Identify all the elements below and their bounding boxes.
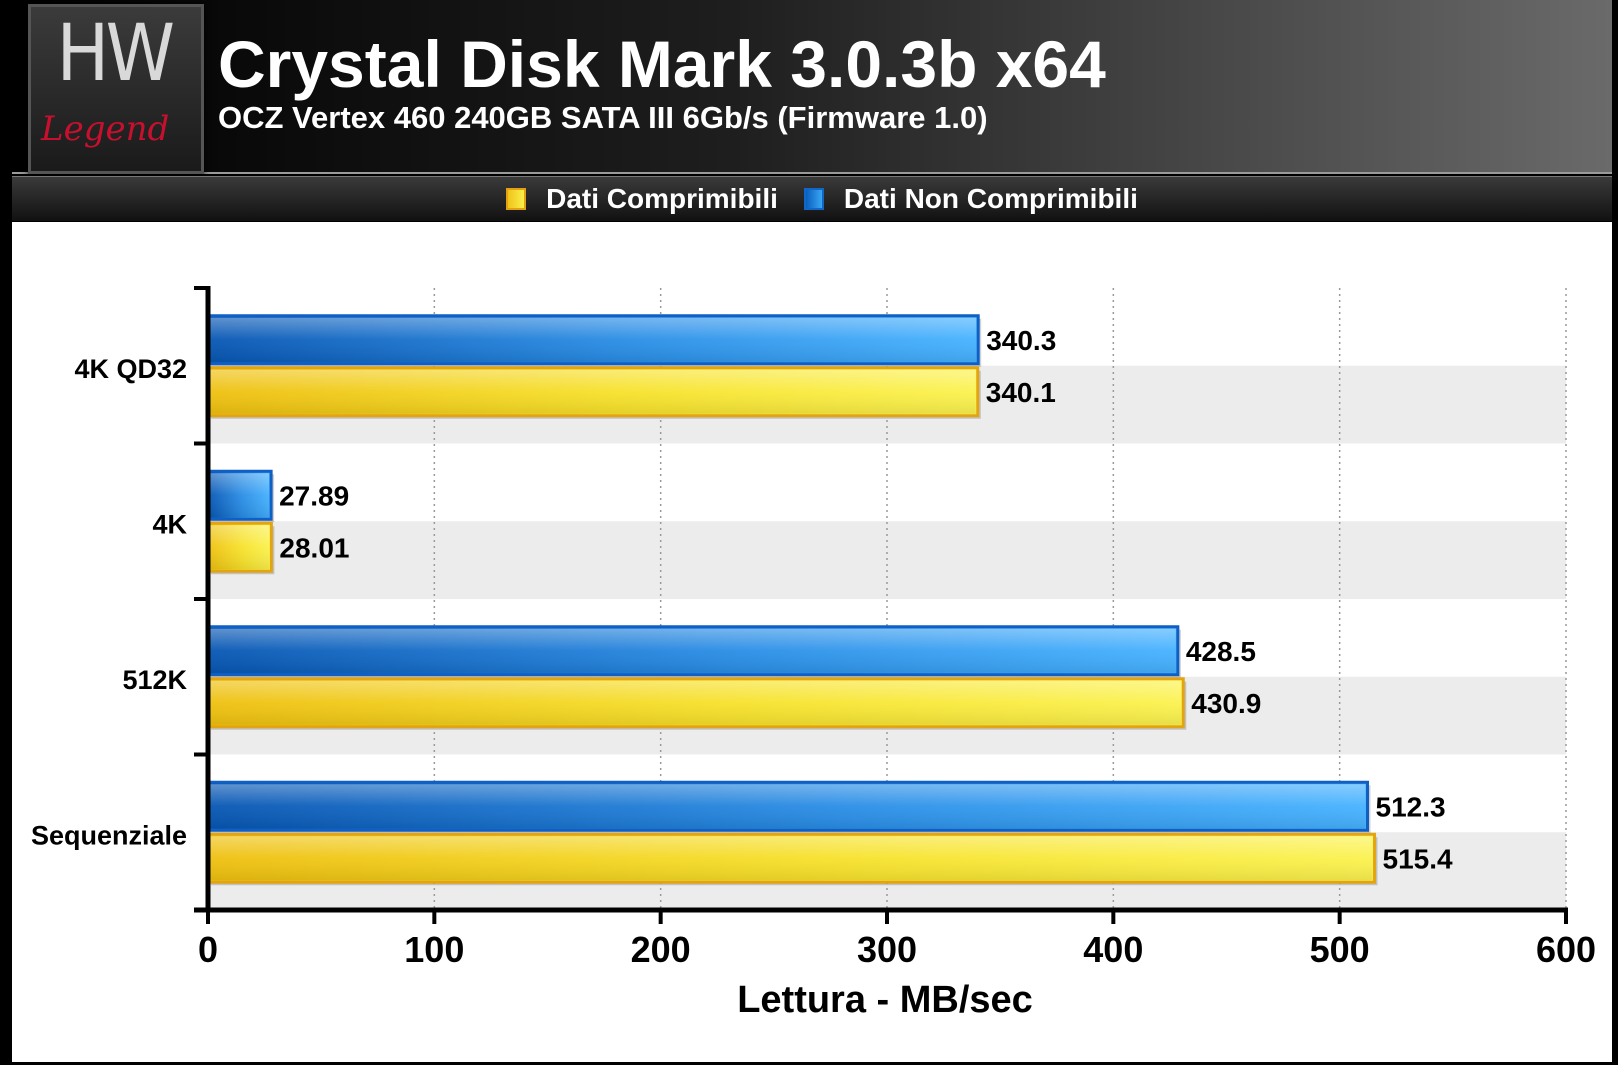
bar-highlight xyxy=(210,836,1373,881)
x-tick-label: 500 xyxy=(1310,929,1370,970)
x-tick-label: 0 xyxy=(198,929,218,970)
chart-title: Crystal Disk Mark 3.0.3b x64 xyxy=(218,27,1106,101)
x-tick-label: 600 xyxy=(1536,929,1596,970)
logo-legend-text: Legend xyxy=(41,109,170,149)
bar-value-label: 430.9 xyxy=(1191,688,1261,719)
x-tick-label: 400 xyxy=(1083,929,1143,970)
bar-highlight xyxy=(210,473,270,518)
y-category-label: 512K xyxy=(122,665,187,695)
bar-value-label: 340.3 xyxy=(986,325,1056,356)
y-category-label: Sequenziale xyxy=(31,820,187,850)
plot-band xyxy=(208,443,1566,522)
x-tick-label: 300 xyxy=(857,929,917,970)
bar-value-label: 27.89 xyxy=(279,480,349,511)
bar-value-label: 512.3 xyxy=(1376,791,1446,822)
bar-value-label: 515.4 xyxy=(1383,843,1453,874)
bar-value-label: 28.01 xyxy=(279,532,349,563)
plot-band xyxy=(208,521,1566,599)
bar-highlight xyxy=(210,317,977,362)
y-category-label: 4K QD32 xyxy=(74,354,187,384)
legend-item-incompressible: Dati Non Comprimibili xyxy=(803,183,1138,215)
legend-label-incompressible: Dati Non Comprimibili xyxy=(843,183,1138,214)
bar-highlight xyxy=(210,369,976,414)
bar-highlight xyxy=(210,680,1182,725)
legend-label-compressible: Dati Comprimibili xyxy=(546,183,778,214)
x-tick-label: 200 xyxy=(631,929,691,970)
chart-subtitle: OCZ Vertex 460 240GB SATA III 6Gb/s (Fir… xyxy=(218,100,988,135)
legend-item-compressible: Dati Comprimibili xyxy=(506,183,778,215)
legend-swatch-yellow xyxy=(506,188,527,210)
legend-swatch-blue xyxy=(803,188,824,210)
chart-header: HW Legend Crystal Disk Mark 3.0.3b x64 O… xyxy=(12,0,1612,174)
logo-hw-text: HW xyxy=(56,9,175,99)
x-tick-label: 100 xyxy=(404,929,464,970)
bar-highlight xyxy=(210,784,1366,829)
bar-highlight xyxy=(210,525,270,570)
bar-value-label: 428.5 xyxy=(1186,636,1256,667)
bar-value-label: 340.1 xyxy=(986,377,1056,408)
y-category-label: 4K xyxy=(152,509,187,539)
hwlegend-logo: HW Legend xyxy=(28,4,204,174)
legend: Dati Comprimibili Dati Non Comprimibili xyxy=(12,176,1612,221)
x-axis-label: Lettura - MB/sec xyxy=(737,979,1033,1021)
bar-highlight xyxy=(210,628,1176,673)
